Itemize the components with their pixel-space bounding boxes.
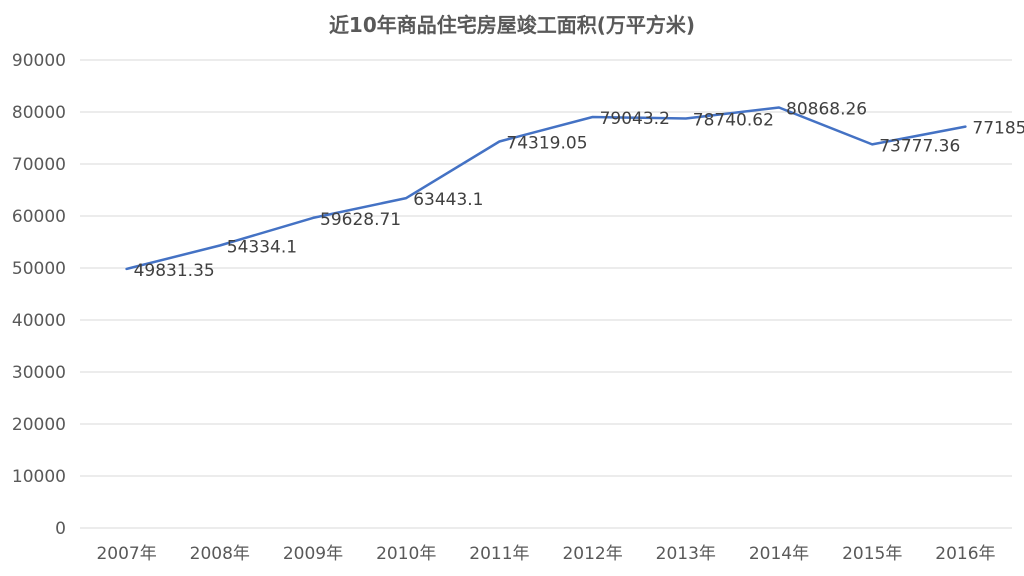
data-label: 79043.2 <box>600 109 670 129</box>
data-label: 49831.35 <box>134 261 215 281</box>
y-tick-label: 80000 <box>12 103 66 123</box>
y-tick-label: 60000 <box>12 207 66 227</box>
x-tick-label: 2009年 <box>283 544 343 564</box>
data-label: 74319.05 <box>506 134 587 154</box>
data-label: 59628.71 <box>320 210 401 230</box>
y-tick-label: 50000 <box>12 259 66 279</box>
y-tick-label: 70000 <box>12 155 66 175</box>
x-tick-label: 2007年 <box>96 544 156 564</box>
y-axis-ticks: 0 10000 20000 30000 40000 50000 60000 70000 8000… <box>12 51 66 539</box>
y-tick-label: 10000 <box>12 467 66 487</box>
data-label: 80868.26 <box>786 99 867 119</box>
data-label: 78740.62 <box>693 111 774 131</box>
x-tick-label: 2013年 <box>656 544 716 564</box>
data-label: 54334.1 <box>227 237 297 257</box>
series-line <box>125 106 967 271</box>
x-tick-label: 2014年 <box>749 544 809 564</box>
x-tick-label: 2016年 <box>935 544 995 564</box>
x-tick-label: 2011年 <box>469 544 529 564</box>
data-label: 63443.1 <box>413 190 483 210</box>
data-label: 73777.36 <box>879 136 960 156</box>
x-tick-label: 2012年 <box>562 544 622 564</box>
data-labels: 49831.35 54334.1 59628.71 63443.1 74319.05 79… <box>134 99 1024 280</box>
gridlines <box>80 59 1012 529</box>
y-tick-label: 30000 <box>12 363 66 383</box>
data-label: 77185.19 <box>972 119 1024 139</box>
x-tick-label: 2015年 <box>842 544 902 564</box>
y-tick-label: 0 <box>55 519 66 539</box>
y-tick-label: 20000 <box>12 415 66 435</box>
x-tick-label: 2010年 <box>376 544 436 564</box>
y-tick-label: 90000 <box>12 51 66 71</box>
chart-title: 近10年商品住宅房屋竣工面积(万平方米) <box>329 13 695 37</box>
x-axis-ticks: 2007年 2008年 2009年 2010年 2011年 2012年 2013年 2014年… <box>96 544 995 564</box>
series-area <box>125 106 967 271</box>
x-tick-label: 2008年 <box>190 544 250 564</box>
y-tick-label: 40000 <box>12 311 66 331</box>
